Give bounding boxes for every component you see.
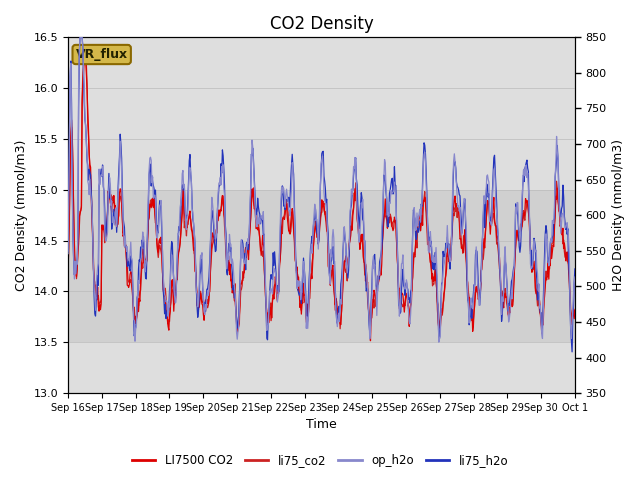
Text: VR_flux: VR_flux <box>76 48 128 61</box>
Title: CO2 Density: CO2 Density <box>269 15 373 33</box>
Legend: LI7500 CO2, li75_co2, op_h2o, li75_h2o: LI7500 CO2, li75_co2, op_h2o, li75_h2o <box>127 449 513 472</box>
Bar <box>68 342 575 393</box>
X-axis label: Time: Time <box>306 419 337 432</box>
Bar <box>68 37 575 190</box>
Y-axis label: H2O Density (mmol/m3): H2O Density (mmol/m3) <box>612 139 625 291</box>
Bar <box>68 190 575 342</box>
Y-axis label: CO2 Density (mmol/m3): CO2 Density (mmol/m3) <box>15 140 28 291</box>
